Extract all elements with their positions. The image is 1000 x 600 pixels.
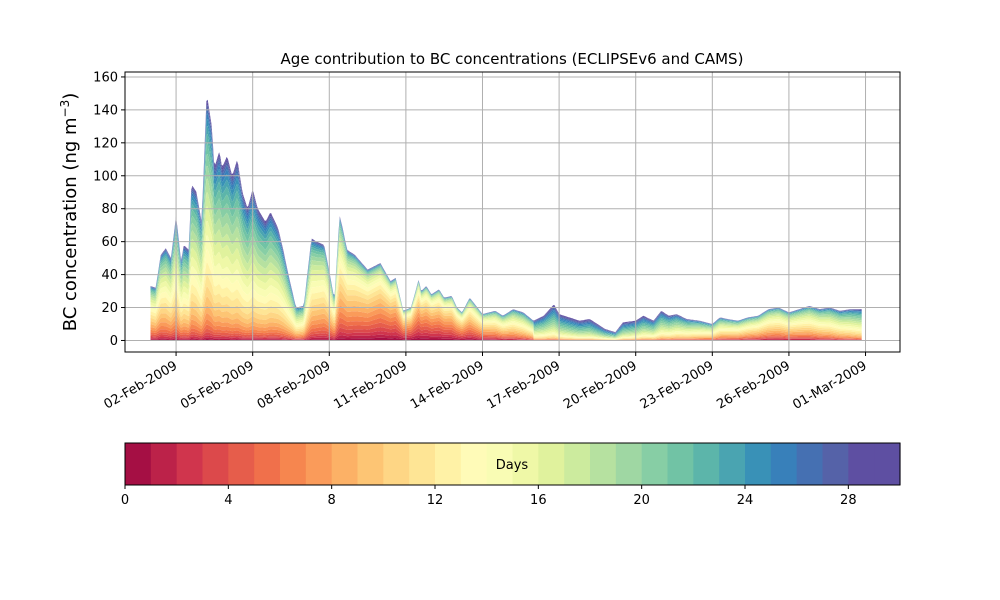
colorbar-label: Days: [496, 458, 529, 473]
colorbar-cell: [667, 443, 694, 485]
x-tick-label: 23-Feb-2009: [638, 358, 717, 412]
colorbar-cell: [641, 443, 669, 485]
x-tick-label: 05-Feb-2009: [178, 358, 257, 412]
y-tick-label: 20: [101, 301, 118, 316]
colorbar-cell: [719, 443, 746, 485]
x-axis: 02-Feb-200905-Feb-200908-Feb-200911-Feb-…: [102, 352, 870, 413]
colorbar-cell: [409, 443, 436, 485]
colorbar-cell: [486, 443, 514, 485]
x-tick-label: 26-Feb-2009: [714, 358, 793, 412]
colorbar-cell: [435, 443, 462, 485]
age-layer-1: [150, 334, 862, 341]
colorbar-cell: [176, 443, 204, 485]
y-tick-label: 40: [101, 268, 118, 283]
colorbar-tick-label: 20: [633, 493, 650, 508]
colorbar-cell: [745, 443, 772, 485]
colorbar-cell: [693, 443, 720, 485]
colorbar-cell: [383, 443, 410, 485]
chart-title: Age contribution to BC concentrations (E…: [281, 50, 744, 68]
x-tick-label: 11-Feb-2009: [331, 358, 410, 412]
age-layer-0: [150, 337, 862, 341]
y-tick-label: 100: [93, 169, 118, 184]
colorbar-cell: [305, 443, 333, 485]
age-layer-2: [150, 331, 862, 341]
y-axis: 0 20 40 60 80 100 120 140 160: [93, 70, 125, 349]
x-tick-label: 20-Feb-2009: [561, 358, 640, 412]
colorbar-cell: [254, 443, 281, 485]
colorbar-cell: [202, 443, 229, 485]
colorbar-cell: [822, 443, 849, 485]
y-tick-label: 120: [93, 136, 118, 151]
colorbar-tick-label: 24: [737, 493, 754, 508]
y-tick-label: 160: [93, 70, 118, 85]
colorbar-cell: [228, 443, 255, 485]
y-tick-label: 80: [101, 202, 118, 217]
colorbar-cell: [564, 443, 591, 485]
x-tick-label: 14-Feb-2009: [408, 358, 487, 412]
y-tick-label: 60: [101, 235, 118, 250]
x-tick-label: 02-Feb-2009: [102, 358, 181, 412]
colorbar-ticks: 0 4 8 12 16 20 24 28: [121, 485, 857, 508]
colorbar-cell: [538, 443, 565, 485]
colorbar-cell: [460, 443, 488, 485]
colorbar-cell: [150, 443, 178, 485]
colorbar-cell: [874, 443, 901, 485]
gridlines: [125, 72, 900, 352]
stacked-area-layers: [150, 99, 862, 341]
colorbar: Days 0 4 8 12 16 20 24 28: [121, 442, 901, 508]
colorbar-cells: [125, 443, 901, 485]
colorbar-cell: [590, 443, 617, 485]
colorbar-cell: [280, 443, 307, 485]
colorbar-cell: [615, 443, 643, 485]
colorbar-tick-label: 0: [121, 493, 129, 508]
y-tick-label: 0: [110, 334, 118, 349]
colorbar-cell: [770, 443, 798, 485]
colorbar-cell: [512, 443, 539, 485]
colorbar-tick-label: 28: [840, 493, 857, 508]
colorbar-tick-label: 8: [328, 493, 336, 508]
colorbar-tick-label: 4: [224, 493, 232, 508]
colorbar-cell: [796, 443, 824, 485]
x-tick-label: 08-Feb-2009: [255, 358, 334, 412]
colorbar-cell: [125, 443, 152, 485]
y-axis-label: BC concentration (ng m−3): [58, 93, 81, 332]
colorbar-cell: [357, 443, 384, 485]
age-layer-24: [150, 119, 862, 335]
colorbar-tick-label: 16: [530, 493, 547, 508]
y-tick-label: 140: [93, 103, 118, 118]
plot-area: 0 20 40 60 80 100 120 140 160 02-Feb-200905-Feb-…: [93, 70, 901, 413]
x-tick-label: 17-Feb-2009: [485, 358, 564, 412]
x-tick-label: 01-Mar-2009: [790, 358, 869, 412]
colorbar-tick-label: 12: [427, 493, 444, 508]
colorbar-cell: [848, 443, 875, 485]
plot-frame: [124, 71, 901, 353]
colorbar-cell: [331, 443, 359, 485]
colorbar-frame: [124, 442, 901, 486]
